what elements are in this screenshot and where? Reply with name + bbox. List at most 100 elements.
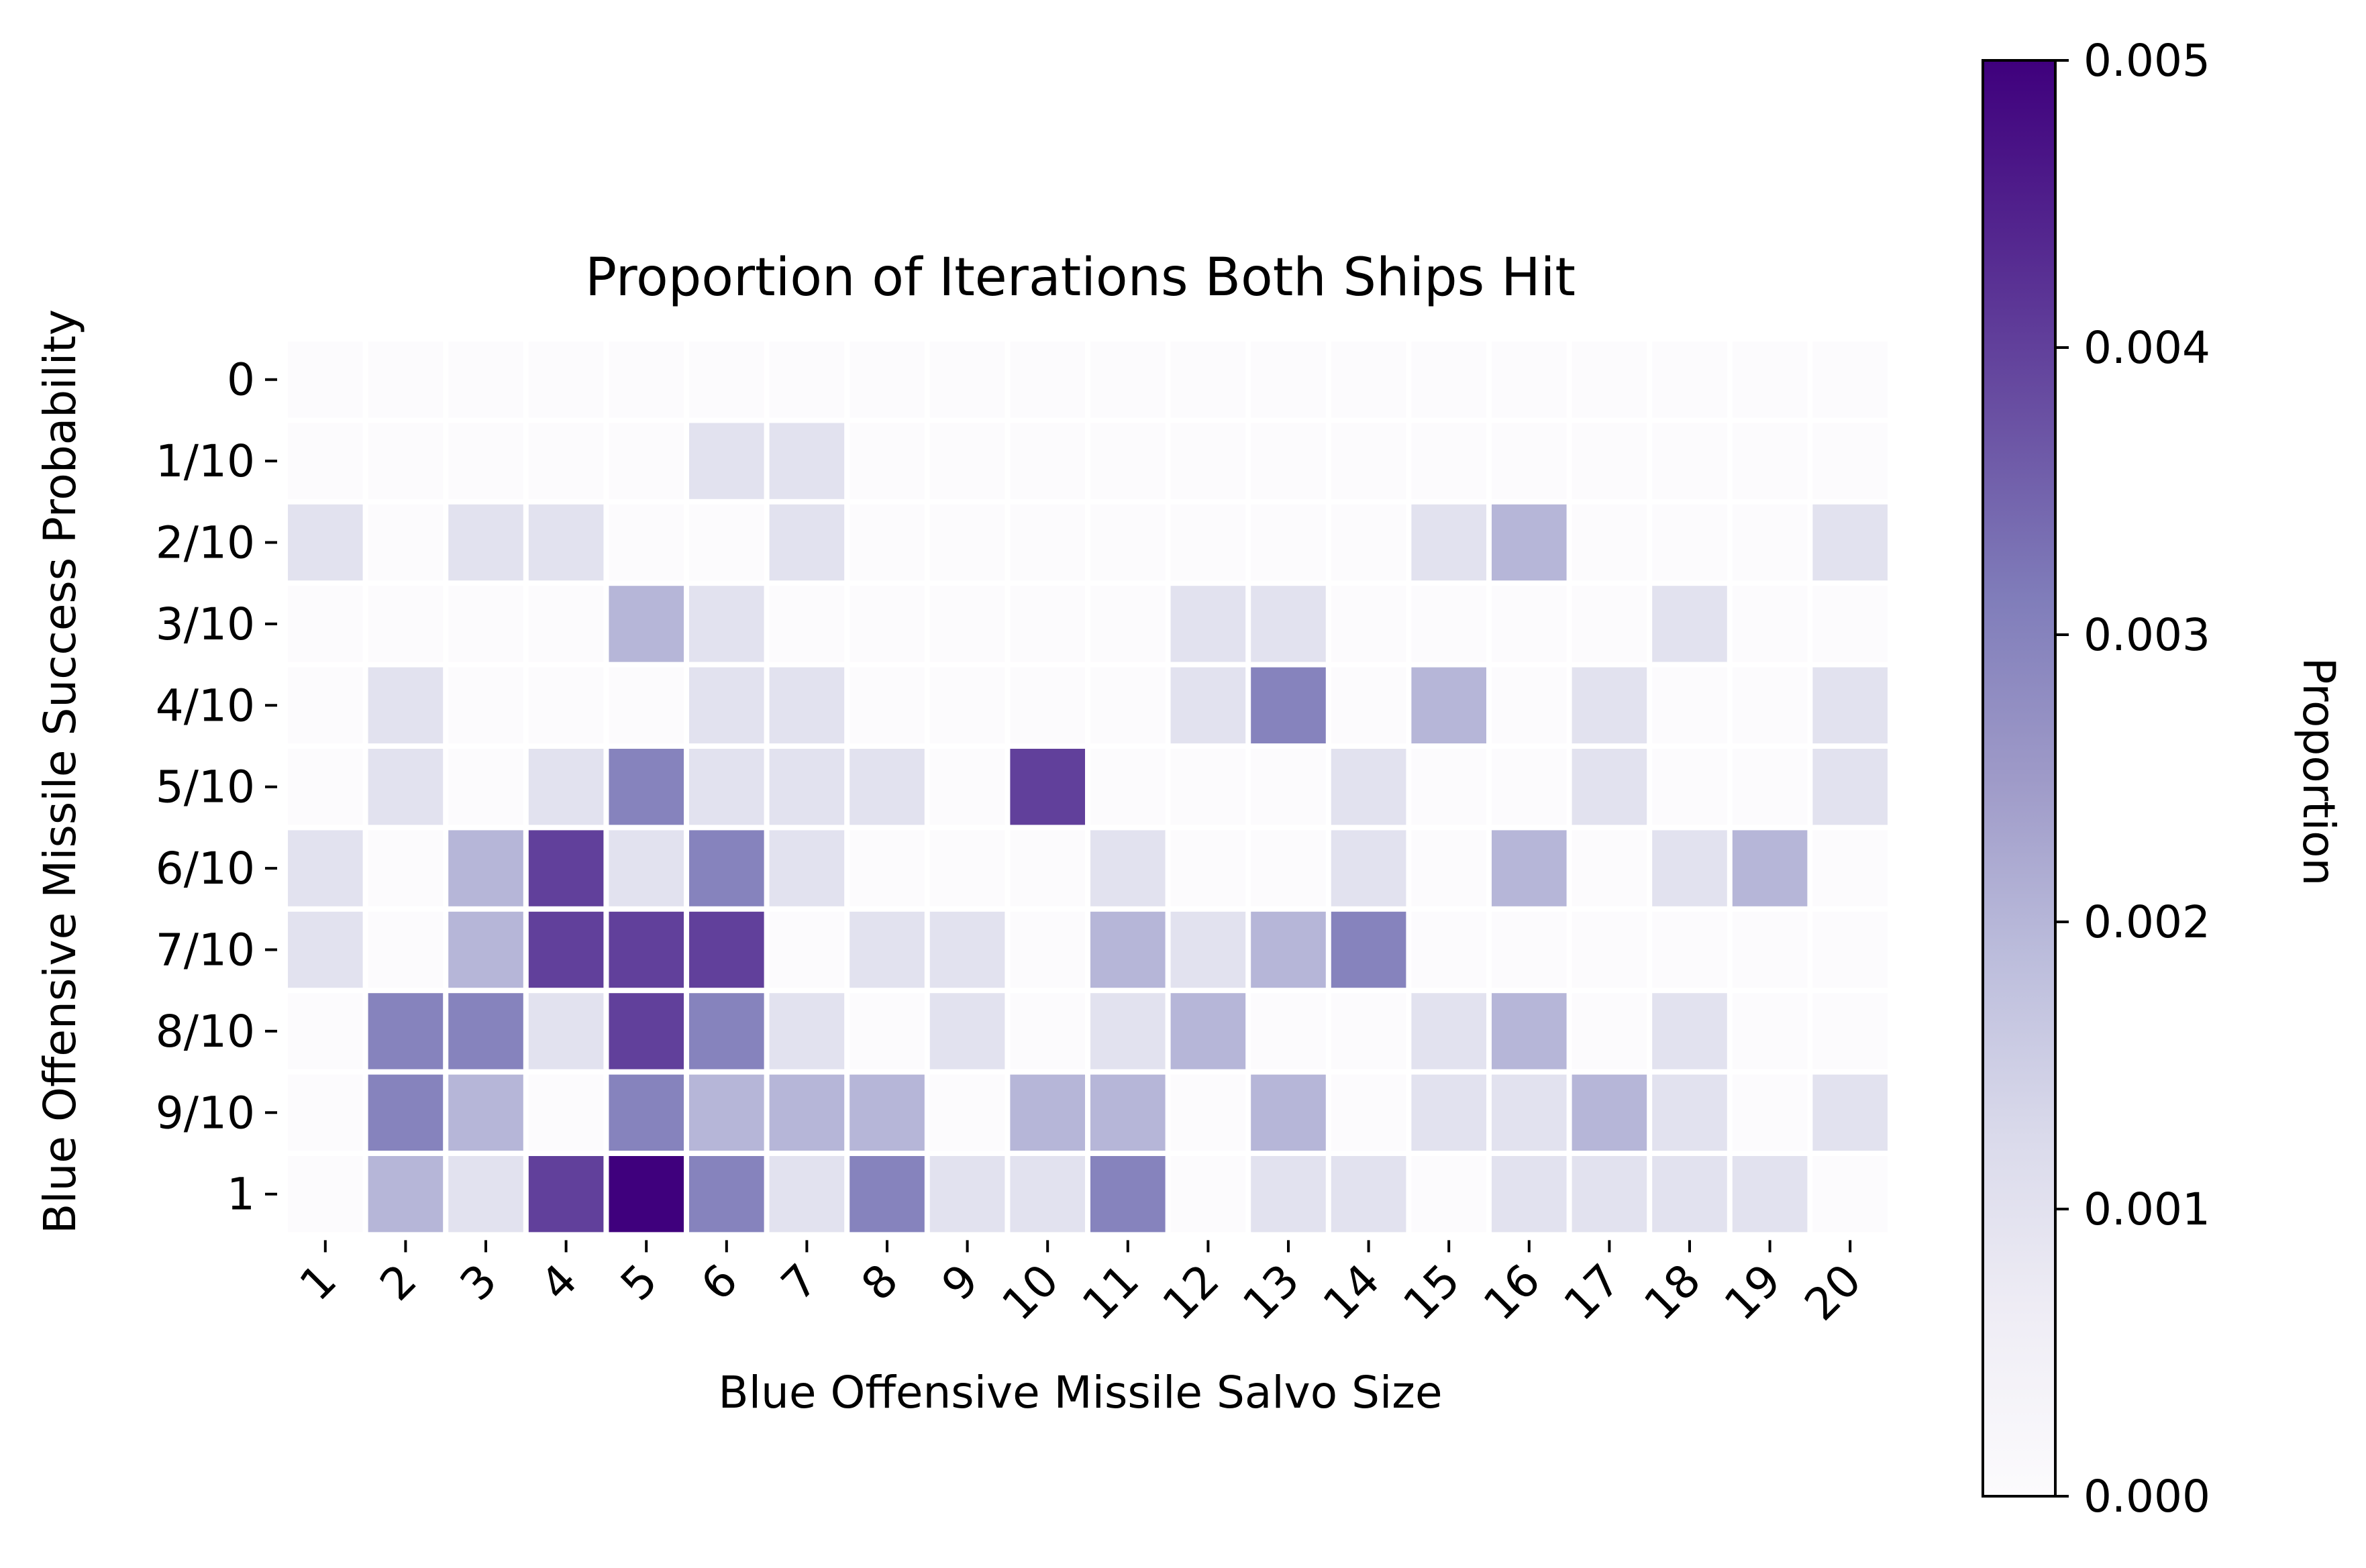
- x-tick-label: 5: [611, 1254, 667, 1310]
- heatmap-cell: [609, 504, 684, 581]
- heatmap-cell: [769, 423, 845, 499]
- heatmap-cell: [1010, 423, 1085, 499]
- heatmap-cell: [609, 1156, 684, 1233]
- heatmap-cell: [1331, 830, 1406, 906]
- x-tick-label: 20: [1795, 1254, 1871, 1330]
- heatmap-cell: [448, 667, 523, 743]
- heatmap-cell: [929, 993, 1005, 1069]
- heatmap-cell: [1572, 667, 1647, 743]
- heatmap-cell: [368, 749, 444, 825]
- heatmap-cell: [850, 830, 925, 906]
- heatmap-cell: [1492, 423, 1567, 499]
- colorbar-tick-label: 0.002: [2084, 896, 2210, 948]
- heatmap-cell: [1010, 586, 1085, 662]
- heatmap-cell: [1251, 830, 1326, 906]
- heatmap-cell: [689, 586, 764, 662]
- heatmap-cell: [1251, 667, 1326, 743]
- heatmap-cell: [528, 911, 604, 988]
- heatmap-cell: [1492, 830, 1567, 906]
- x-tick-label: 2: [370, 1254, 427, 1310]
- heatmap-cell: [929, 911, 1005, 988]
- y-tick-label: 4/10: [156, 680, 255, 731]
- heatmap-cell: [1090, 1074, 1166, 1151]
- colorbar-ticks: 0.000 0.001 0.002 0.003 0.004 0.005: [2055, 35, 2210, 1522]
- heatmap-cell: [769, 342, 845, 418]
- heatmap-cell: [1732, 749, 1808, 825]
- heatmap-cell: [1812, 342, 1888, 418]
- heatmap-cell: [288, 1156, 363, 1233]
- heatmap-cell: [288, 1074, 363, 1151]
- heatmap-cell: [448, 1074, 523, 1151]
- heatmap-cell: [1652, 586, 1727, 662]
- heatmap-cell: [288, 749, 363, 825]
- heatmap-cell: [1652, 993, 1727, 1069]
- heatmap-cell: [1732, 993, 1808, 1069]
- heatmap-cell: [1411, 504, 1486, 581]
- heatmap-cell: [1170, 1156, 1246, 1233]
- heatmap-cell: [1090, 586, 1166, 662]
- heatmap-cell: [528, 749, 604, 825]
- heatmap-cell: [1010, 1156, 1085, 1233]
- heatmap-cell: [448, 342, 523, 418]
- heatmap-cell: [1411, 830, 1486, 906]
- heatmap-cell: [1812, 667, 1888, 743]
- heatmap-cell: [368, 830, 444, 906]
- heatmap-cell: [528, 830, 604, 906]
- heatmap-cell: [1652, 667, 1727, 743]
- heatmap-cell: [1732, 423, 1808, 499]
- heatmap-cell: [929, 342, 1005, 418]
- heatmap-cell: [1812, 1074, 1888, 1151]
- heatmap-cell: [850, 667, 925, 743]
- heatmap-cell: [769, 504, 845, 581]
- heatmap-cell: [1572, 749, 1647, 825]
- x-tick-label: 19: [1714, 1254, 1791, 1330]
- heatmap-cell: [1411, 342, 1486, 418]
- colorbar-tick-label: 0.005: [2084, 35, 2210, 87]
- heatmap-cell: [368, 586, 444, 662]
- heatmap-cell: [1010, 749, 1085, 825]
- heatmap-cell: [929, 1156, 1005, 1233]
- x-tick-label: 1: [290, 1254, 346, 1310]
- y-tick-label: 1/10: [156, 435, 255, 487]
- heatmap-cell: [1090, 342, 1166, 418]
- colorbar-label: Proportion: [2293, 658, 2345, 886]
- colorbar: 0.000 0.001 0.002 0.003 0.004 0.005 Proportio…: [1982, 35, 2345, 1522]
- heatmap-cell: [1812, 749, 1888, 825]
- heatmap-cell: [288, 667, 363, 743]
- heatmap-cell: [689, 1074, 764, 1151]
- heatmap-cell: [1251, 342, 1326, 418]
- heatmap-cell: [1331, 423, 1406, 499]
- heatmap-cell: [1170, 911, 1246, 988]
- heatmap-cell: [1411, 586, 1486, 662]
- heatmap-cell: [1170, 586, 1246, 662]
- heatmap-cell: [1492, 749, 1567, 825]
- heatmap-cell: [448, 830, 523, 906]
- heatmap-cell: [850, 993, 925, 1069]
- x-tick-label: 4: [531, 1254, 587, 1310]
- heatmap-cell: [1572, 586, 1647, 662]
- heatmap-cell: [1652, 749, 1727, 825]
- heatmap-cell: [1170, 1074, 1246, 1151]
- heatmap-cell: [528, 504, 604, 581]
- heatmap-cell: [850, 1156, 925, 1233]
- heatmap-cell: [448, 586, 523, 662]
- heatmap-cell: [929, 749, 1005, 825]
- heatmap-cell: [1732, 504, 1808, 581]
- x-axis-ticks: 1 2 3 4 5 6 7 8 9 10 11 12 13 14 15 16 17 18 19 20: [290, 1240, 1871, 1330]
- heatmap-cell: [609, 342, 684, 418]
- heatmap-cell: [1331, 667, 1406, 743]
- heatmap-cell: [1331, 586, 1406, 662]
- heatmap-cell: [1090, 911, 1166, 988]
- heatmap-cell: [850, 749, 925, 825]
- heatmap-cell: [1732, 586, 1808, 662]
- y-tick-label: 6/10: [156, 843, 255, 894]
- heatmap-cell: [1170, 667, 1246, 743]
- heatmap-cell: [929, 504, 1005, 581]
- x-tick-label: 13: [1233, 1254, 1309, 1330]
- heatmap-cell: [689, 342, 764, 418]
- heatmap-cell: [1411, 423, 1486, 499]
- heatmap-cell: [1411, 911, 1486, 988]
- heatmap-cell: [1010, 667, 1085, 743]
- heatmap-cell: [1572, 1156, 1647, 1233]
- heatmap-cell: [1170, 423, 1246, 499]
